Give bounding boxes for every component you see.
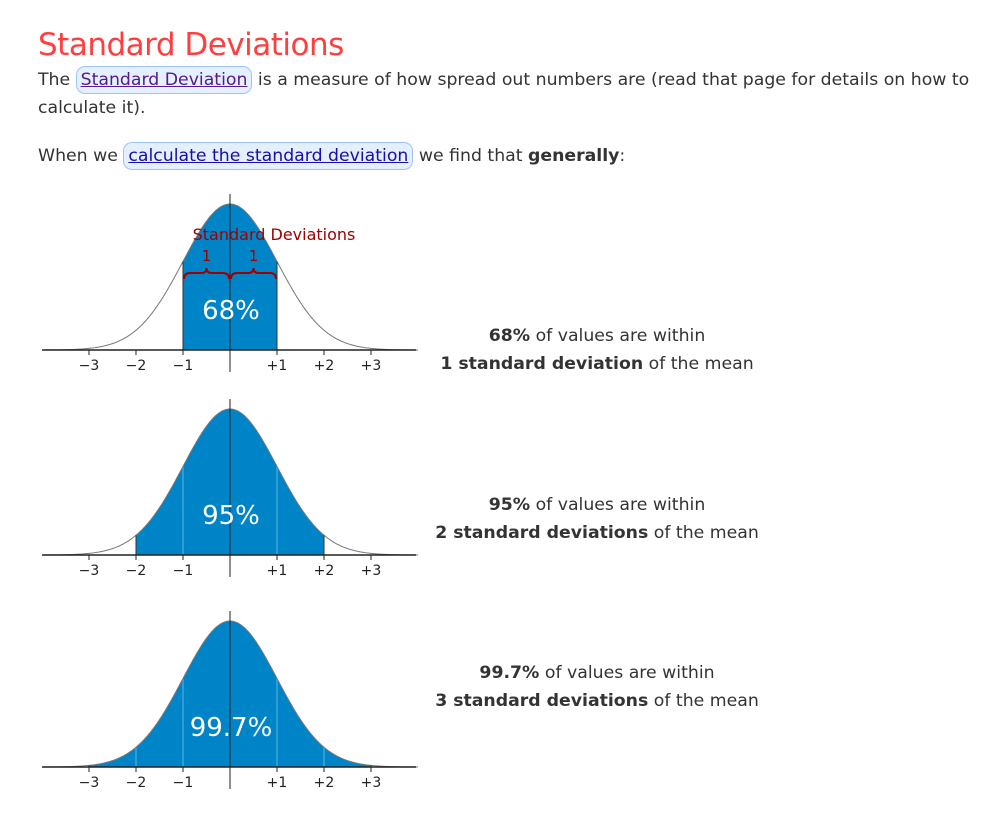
x-tick-label: +2: [314, 563, 335, 579]
x-tick-label: +3: [361, 775, 382, 791]
caption-3-bold: 3 standard deviations: [435, 691, 649, 711]
caption-1-bold: 1 standard deviation: [440, 354, 644, 374]
sd-annotation-right: 1: [249, 247, 259, 265]
calculate-sd-link[interactable]: calculate the standard deviation: [128, 146, 409, 166]
standard-deviation-link-pill[interactable]: Standard Deviation: [75, 66, 253, 94]
x-tick-label: +3: [361, 563, 382, 579]
x-tick-label: −2: [126, 358, 147, 374]
x-tick-label: −3: [79, 358, 100, 374]
x-tick-label: +1: [267, 358, 288, 374]
caption-3sd: 99.7% of values are within 3 standard de…: [412, 659, 782, 715]
caption-3-pct: 99.7%: [479, 663, 540, 683]
brace-right: [230, 267, 277, 280]
caption-3-rest: of the mean: [648, 691, 759, 711]
caption-2sd: 95% of values are within 2 standard devi…: [412, 491, 782, 547]
caption-2-line1: of values are within: [530, 495, 706, 515]
caption-2-rest: of the mean: [648, 523, 759, 543]
x-tick-label: −2: [126, 563, 147, 579]
normal-curve-chart-1sd: −3 −2 −1 +1 +2 +3 68% Standard Deviations 1 1: [42, 194, 418, 374]
calculate-sd-link-pill[interactable]: calculate the standard deviation: [123, 142, 414, 170]
intro-paragraph: The Standard Deviation is a measure of h…: [38, 66, 978, 122]
general-paragraph: When we calculate the standard deviation…: [38, 142, 978, 170]
x-tick-label: +2: [314, 775, 335, 791]
brace-left: [183, 267, 230, 280]
x-tick-label: −2: [126, 775, 147, 791]
x-tick-label: +1: [267, 775, 288, 791]
x-tick-label: −3: [79, 775, 100, 791]
x-tick-label: −1: [173, 775, 194, 791]
general-text-after: :: [619, 146, 626, 166]
x-tick-label: −1: [173, 358, 194, 374]
sd-annotation-left: 1: [202, 247, 212, 265]
caption-3-line1: of values are within: [539, 663, 715, 683]
percent-label-1: 68%: [202, 296, 260, 326]
caption-1-pct: 68%: [488, 326, 531, 346]
x-tick-label: −3: [79, 563, 100, 579]
x-tick-label: +3: [361, 358, 382, 374]
x-tick-label: +1: [267, 563, 288, 579]
percent-label-3: 99.7%: [190, 713, 273, 743]
normal-curve-chart-3sd: −3 −2 −1 +1 +2 +3 99.7%: [42, 611, 418, 791]
x-tick-label: −1: [173, 563, 194, 579]
percent-label-2: 95%: [202, 501, 260, 531]
caption-1sd: 68% of values are within 1 standard devi…: [412, 322, 782, 378]
intro-text-after: is a measure of how spread out numbers a…: [38, 70, 970, 118]
caption-2-pct: 95%: [488, 495, 531, 515]
caption-1-line1: of values are within: [530, 326, 706, 346]
x-tick-label: +2: [314, 358, 335, 374]
caption-1-rest: of the mean: [643, 354, 754, 374]
caption-2-bold: 2 standard deviations: [435, 523, 649, 543]
sd-annotation-heading: Standard Deviations: [193, 225, 356, 244]
general-text-before: When we: [38, 146, 124, 166]
normal-curve-chart-2sd: −3 −2 −1 +1 +2 +3 95%: [42, 399, 418, 579]
general-text-middle: we find that: [413, 146, 528, 166]
page-title: Standard Deviations: [38, 26, 344, 63]
standard-deviation-link[interactable]: Standard Deviation: [80, 70, 248, 90]
generally-bold: generally: [528, 146, 620, 166]
intro-text-before: The: [38, 70, 76, 90]
